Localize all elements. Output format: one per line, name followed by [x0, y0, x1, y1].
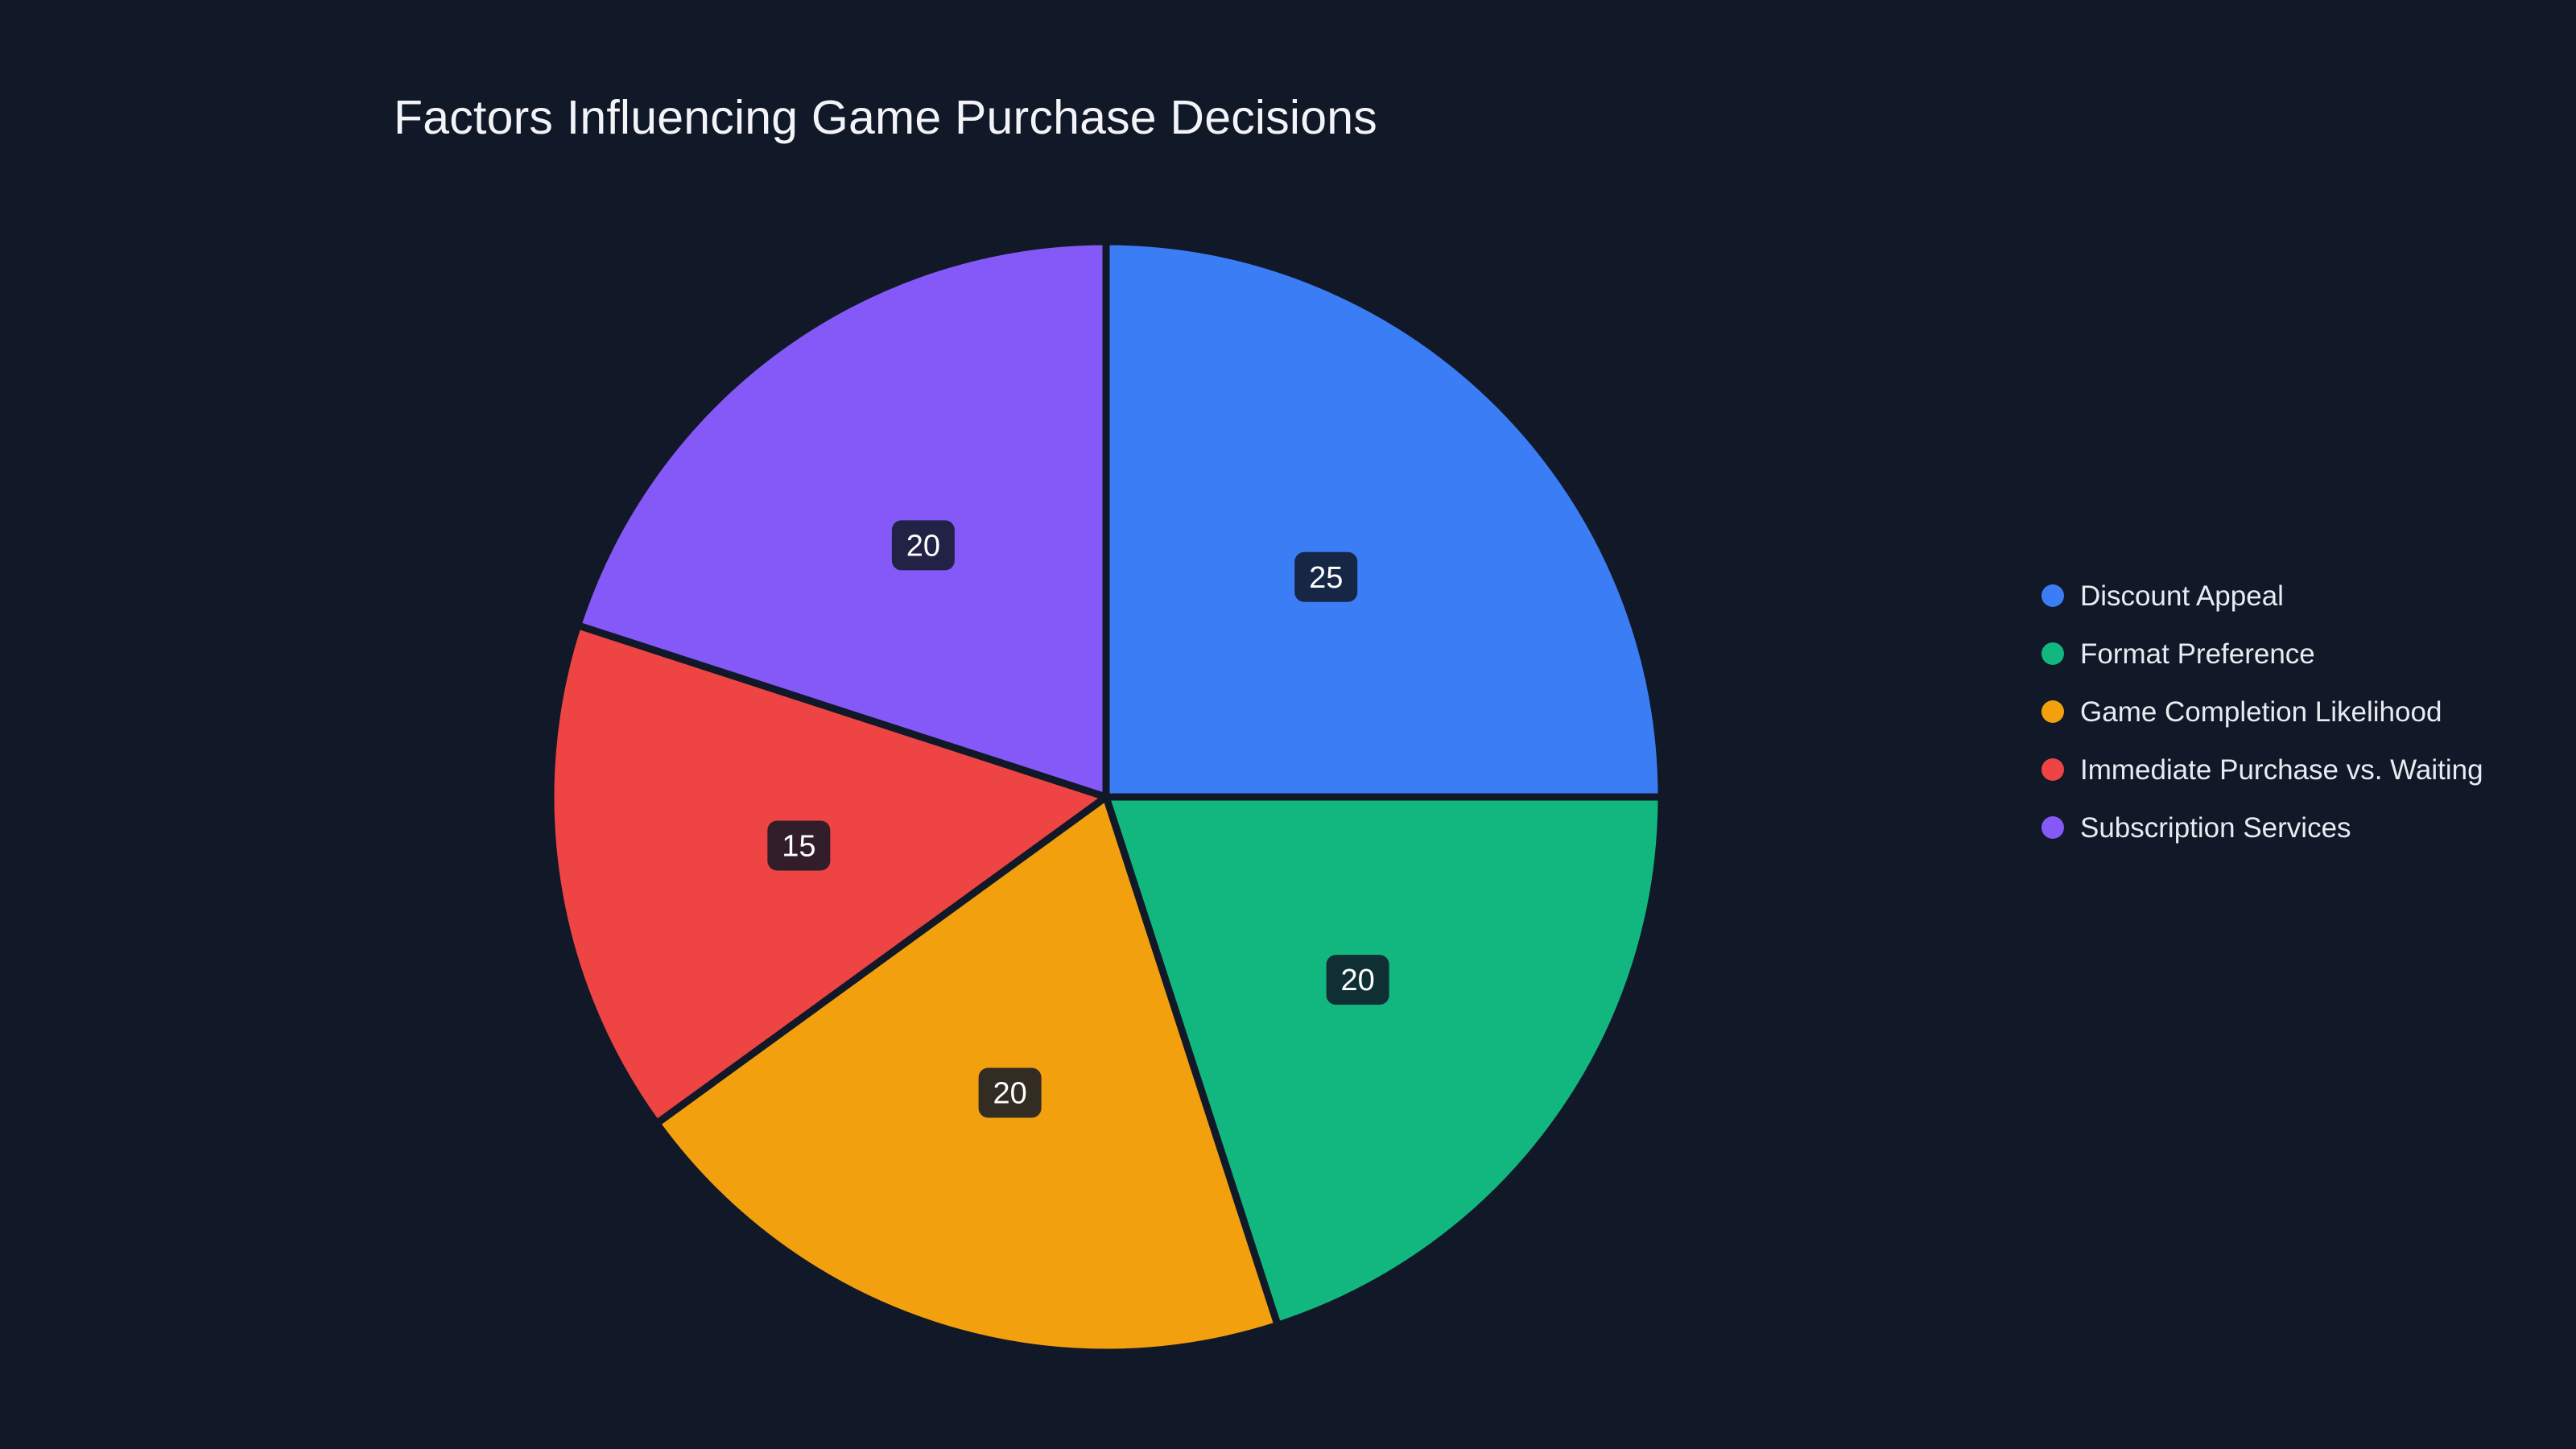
legend-item[interactable]: Discount Appeal	[2041, 580, 2483, 612]
legend-item[interactable]: Format Preference	[2041, 638, 2483, 670]
legend-item-label: Game Completion Likelihood	[2080, 696, 2442, 728]
pie-label-badge	[1294, 551, 1358, 602]
pie-label-badge	[767, 820, 831, 871]
legend-item-label: Subscription Services	[2080, 811, 2351, 844]
legend-swatch-icon	[2041, 700, 2064, 723]
legend-item-label: Format Preference	[2080, 638, 2315, 670]
pie-slice-value-label: 20	[1340, 964, 1374, 997]
pie-slice[interactable]	[653, 793, 1282, 1356]
legend-item[interactable]: Game Completion Likelihood	[2041, 696, 2483, 728]
pie-slice-value-label: 25	[1309, 561, 1343, 595]
legend-swatch-icon	[2041, 584, 2064, 607]
pie-slice[interactable]	[1102, 793, 1666, 1329]
pie-slice-value-label: 20	[906, 529, 940, 563]
pie-slice[interactable]	[547, 621, 1110, 1128]
legend-item-label: Discount Appeal	[2080, 580, 2284, 612]
legend-item[interactable]: Subscription Services	[2041, 811, 2483, 844]
legend-item-label: Immediate Purchase vs. Waiting	[2080, 753, 2483, 786]
legend-item[interactable]: Immediate Purchase vs. Waiting	[2041, 753, 2483, 786]
pie-label-badge	[1326, 955, 1389, 1005]
pie-label-group: 25 20 20 15 20	[767, 520, 1389, 1118]
pie-slice-group	[547, 237, 1666, 1356]
legend: Discount Appeal Format Preference Game Com…	[2041, 580, 2483, 844]
pie-slice[interactable]	[574, 237, 1110, 801]
pie-slice[interactable]	[1102, 237, 1666, 801]
pie-label-badge	[891, 520, 955, 571]
pie-slice-value-label: 15	[782, 829, 815, 863]
legend-swatch-icon	[2041, 642, 2064, 665]
legend-swatch-icon	[2041, 758, 2064, 781]
pie-slice-value-label: 20	[993, 1076, 1026, 1110]
pie-label-badge	[978, 1067, 1042, 1118]
legend-swatch-icon	[2041, 816, 2064, 839]
page-title: Factors Influencing Game Purchase Decisi…	[394, 91, 1377, 144]
